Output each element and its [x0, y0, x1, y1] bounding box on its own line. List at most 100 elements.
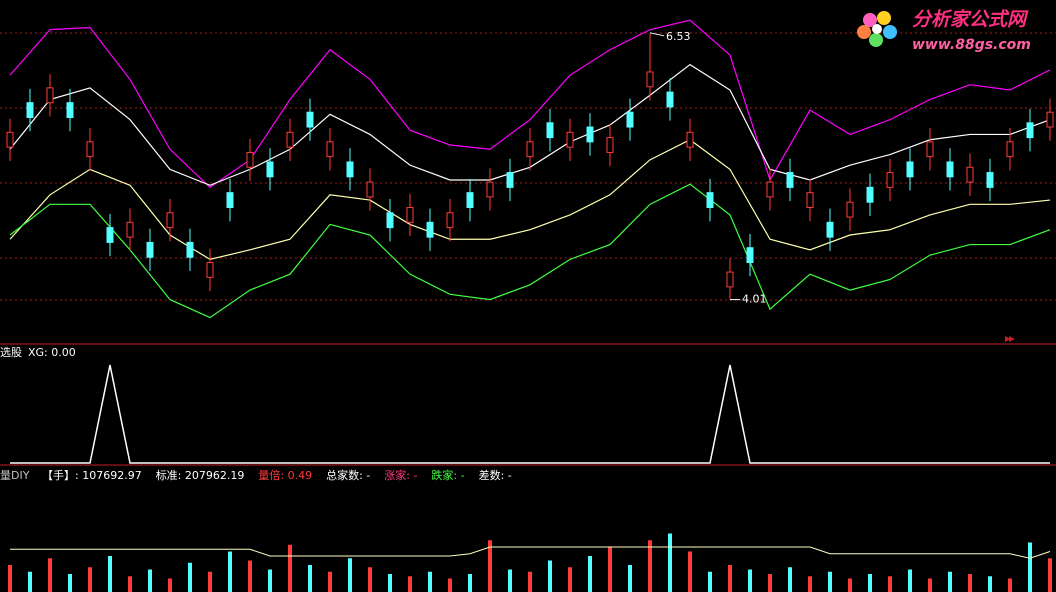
candle-body [286, 131, 294, 148]
candle-body [86, 141, 94, 158]
panel-title: 选股 [0, 346, 22, 359]
volume-bar [848, 578, 852, 592]
volume-bar [888, 576, 892, 592]
candle-body [306, 111, 314, 128]
candle-body [246, 151, 254, 168]
volume-bar [568, 567, 572, 592]
volume-bar [628, 565, 632, 592]
volume-bar [48, 558, 52, 592]
candle-body [486, 181, 494, 198]
volume-bar [1048, 558, 1052, 592]
volume-bar [948, 571, 952, 592]
volume-bar [368, 567, 372, 592]
scroll-arrow[interactable] [1005, 336, 1015, 342]
candle-body [826, 221, 834, 238]
volume-bar [988, 576, 992, 592]
high-pointer [649, 32, 665, 37]
candle-body [6, 131, 14, 148]
volume-bar [608, 547, 612, 592]
volume-bar [268, 569, 272, 592]
candle-body [726, 271, 734, 288]
volume-bar [148, 569, 152, 592]
candle-body [186, 241, 194, 258]
volume-bar [308, 565, 312, 592]
volume-bar [448, 578, 452, 592]
candle-body [366, 181, 374, 198]
volume-bar [768, 574, 772, 592]
stat-label: 【手】: 107692.97 [42, 468, 142, 482]
volume-bar [228, 551, 232, 592]
volume-bar [28, 571, 32, 592]
candle-body [906, 161, 914, 178]
stat-label: 差数: - [479, 468, 512, 482]
candle-body [1046, 111, 1054, 128]
volume-bar [548, 560, 552, 592]
low-label: 4.01 [742, 293, 767, 306]
petal [877, 11, 891, 25]
candle-body [26, 102, 34, 119]
volume-bar [468, 574, 472, 592]
candle-body [606, 137, 614, 153]
volume-bar [588, 556, 592, 592]
volume-bar [408, 576, 412, 592]
petal [863, 13, 877, 27]
candle-body [646, 71, 654, 88]
candle-body [986, 172, 994, 188]
volume-bar [488, 540, 492, 592]
signal-label: XG: 0.00 [28, 346, 76, 359]
volume-bar [508, 569, 512, 592]
candle-body [106, 227, 114, 243]
stat-label: 总家数: - [326, 468, 370, 482]
candle-body [926, 141, 934, 158]
volume-bar [728, 565, 732, 592]
candle-body [466, 192, 474, 208]
volume-bar [348, 558, 352, 592]
volume-bar [808, 576, 812, 592]
stat-label: 标准: 207962.19 [156, 468, 245, 482]
volume-bar [208, 571, 212, 592]
candle-body [686, 131, 694, 148]
volume-bar [188, 562, 192, 592]
volume-bar [928, 578, 932, 592]
petal [869, 33, 883, 47]
candle-body [346, 161, 354, 178]
volume-bar [828, 571, 832, 592]
candle-body [146, 241, 154, 258]
volume-bar [388, 574, 392, 592]
candle-body [406, 206, 414, 223]
candle-body [846, 201, 854, 218]
logo-url: www.88gs.com [912, 37, 1031, 53]
candle-body [946, 161, 954, 178]
candle-body [446, 212, 454, 229]
candle-body [966, 166, 974, 183]
volume-bar [168, 578, 172, 592]
candle-body [586, 126, 594, 143]
volume-bar [748, 569, 752, 592]
candle-body [166, 212, 174, 229]
volume-bar [688, 551, 692, 592]
panel-title: 量DIY [0, 469, 30, 482]
candle-body [786, 172, 794, 188]
volume-bar [1028, 542, 1032, 592]
petal [857, 25, 871, 39]
volume-bar [1008, 578, 1012, 592]
candle-body [1026, 122, 1034, 139]
standard-line [10, 546, 1051, 559]
candle-body [1006, 141, 1014, 158]
candle-body [226, 192, 234, 208]
volume-bar [88, 567, 92, 592]
signal-line [10, 364, 1050, 464]
candle-body [206, 262, 214, 278]
logo-title: 分析家公式网 [912, 9, 1029, 31]
volume-bar [908, 569, 912, 592]
volume-bar [8, 565, 12, 592]
volume-bar [248, 560, 252, 592]
candle-body [506, 172, 514, 188]
grid [0, 32, 1056, 301]
stat-label: 跌家: - [431, 468, 464, 482]
band-line [9, 183, 1051, 319]
candle-body [46, 87, 54, 104]
volume-bar [68, 574, 72, 592]
candle-body [566, 131, 574, 148]
